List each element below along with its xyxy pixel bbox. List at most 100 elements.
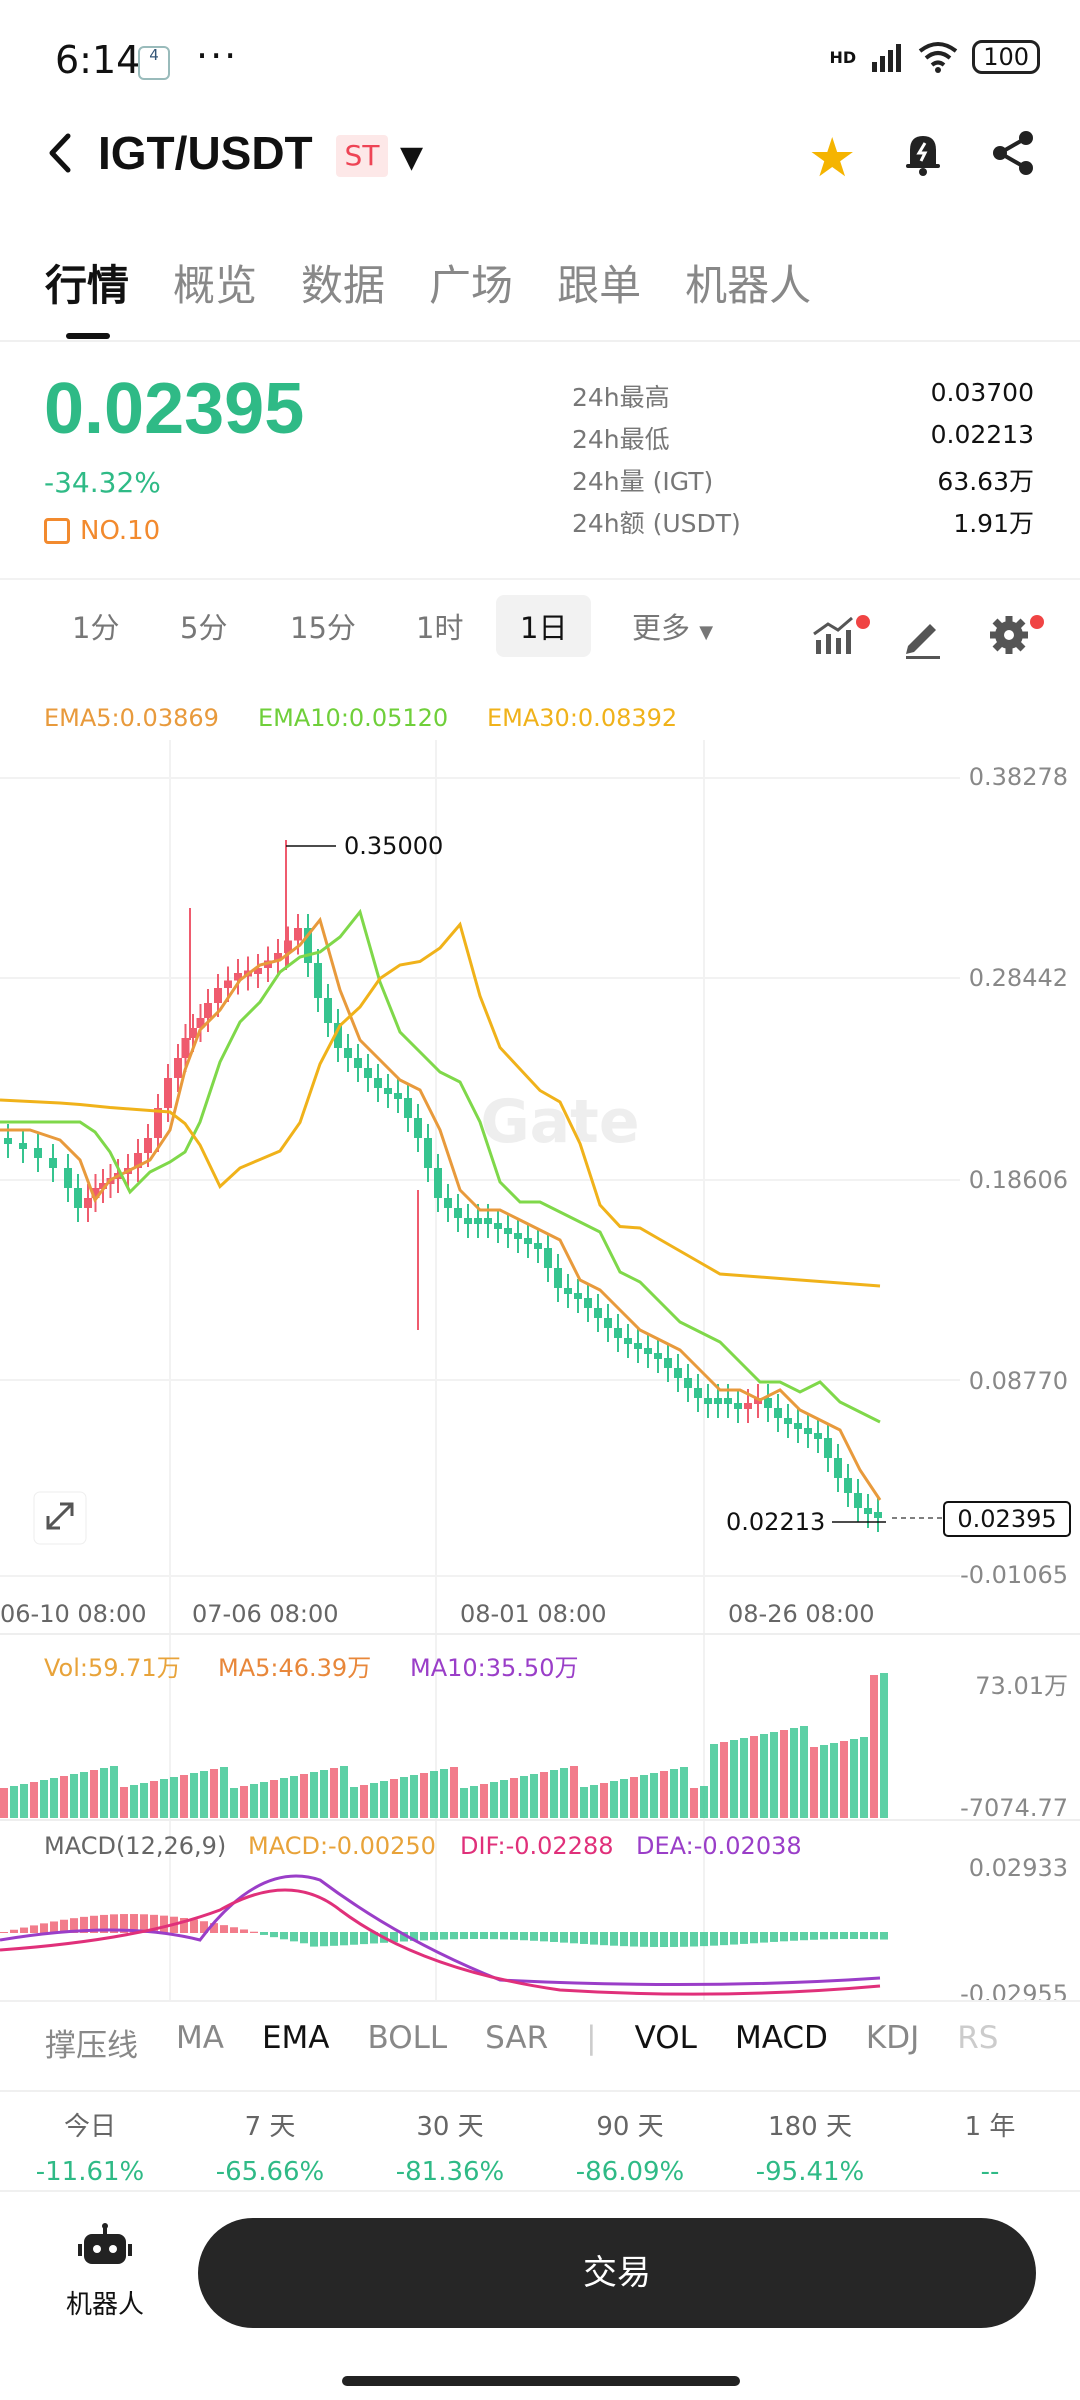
candle-body [189,1028,197,1038]
tab-data[interactable]: 数据 [301,261,386,310]
interval-5m[interactable]: 5分 [180,611,228,645]
bell-icon[interactable] [898,128,948,178]
candle-body [214,988,222,1003]
pair-title[interactable]: IGT/USDT [98,127,313,179]
ind-support[interactable]: 撑压线 [45,2028,138,2064]
robot-label: 机器人 [65,2290,144,2320]
macd-bar [490,1932,498,1940]
volume-bar [170,1777,178,1818]
ind-boll[interactable]: BOLL [367,2020,448,2056]
macd-bar [100,1914,108,1933]
macd-bar [80,1916,88,1933]
star-icon[interactable]: ★ [808,126,857,189]
volume-bar [720,1742,728,1818]
candle-body [354,1058,362,1068]
macd-bar [340,1932,348,1946]
volume-bar [240,1786,248,1818]
ind-macd[interactable]: MACD [734,2020,828,2056]
price-change: -34.32% [44,466,161,499]
home-indicator [342,2376,740,2386]
draw-icon[interactable] [898,610,948,660]
y-tick: 0.28442 [969,964,1068,992]
share-icon[interactable] [988,128,1038,178]
volume-bar [800,1726,808,1818]
macd-bar [70,1918,78,1933]
candle-body [644,1348,652,1354]
status-time: 6:14 [55,38,141,82]
interval-1m[interactable]: 1分 [72,611,120,645]
rank-badge: NO.10 [44,516,160,546]
volume-bar [130,1785,138,1818]
last-price-label: 0.02395 [957,1505,1056,1533]
candle-body [64,1168,72,1188]
ind-ma[interactable]: MA [176,2020,224,2056]
macd-bar [570,1932,578,1944]
ind-ema[interactable]: EMA [261,2020,330,2056]
macd-bar [540,1932,548,1942]
x-axis: 06-10 08:00 07-06 08:00 08-01 08:00 08-2… [0,1600,875,1628]
interval-1h[interactable]: 1时 [416,611,464,645]
candle-body [584,1298,592,1308]
period-7d: 7 天 -65.66% [180,2106,360,2187]
more-dots: ··· [196,34,239,78]
volume-bar [830,1743,838,1818]
macd-bar [30,1925,38,1933]
volume-bar [210,1769,218,1818]
macd-bar [220,1925,228,1933]
candle-body [164,1078,172,1108]
tab-market[interactable]: 行情 [45,261,130,310]
stat-value: 1.91万 [953,509,1034,538]
candle-body [694,1388,702,1398]
ind-rsi[interactable]: RS [957,2020,999,2056]
volume-bar [290,1776,298,1818]
macd-bar [810,1932,818,1940]
volume-bar [610,1781,618,1818]
volume-bar [590,1785,598,1818]
candlestick-chart[interactable]: Gate 0.38278 0.28442 0.18606 0.08770 -0.… [0,740,1080,2000]
interval-1d[interactable]: 1日 [496,595,592,657]
trade-button[interactable]: 交易 [198,2218,1036,2328]
macd-bar [120,1914,128,1933]
candle-body [134,1153,142,1168]
dea-line [0,1874,881,1987]
volume-bar [120,1787,128,1818]
candle-body [654,1353,662,1359]
gear-icon[interactable] [984,610,1034,660]
volume-bar [750,1736,758,1818]
y-tick: 0.18606 [969,1166,1068,1194]
candle-body [344,1048,352,1058]
back-icon[interactable] [40,128,80,178]
macd-bar [790,1932,798,1941]
tab-overview[interactable]: 概览 [173,261,258,310]
robot-button[interactable]: 机器人 [60,2222,150,2321]
tab-square[interactable]: 广场 [429,261,514,310]
volume-bar [140,1783,148,1818]
candle-body [154,1108,162,1138]
volume-bar [150,1781,158,1818]
volume-bar [320,1770,328,1818]
tab-copy-trade[interactable]: 跟单 [557,261,642,310]
macd-bar [260,1932,268,1935]
ind-sar[interactable]: SAR [485,2020,549,2056]
chevron-down-icon[interactable]: ▼ [400,140,424,175]
volume-bar [20,1784,28,1818]
ind-kdj[interactable]: KDJ [865,2020,920,2056]
candle-body [844,1478,852,1493]
interval-15m[interactable]: 15分 [290,611,356,645]
indicator-icon[interactable] [810,610,860,660]
volume-bar [470,1786,478,1818]
tab-bot[interactable]: 机器人 [685,261,812,310]
macd-bar [300,1932,308,1944]
macd-bar [240,1929,248,1933]
macd-bar [430,1932,438,1940]
divider [0,2090,1080,2092]
macd-bar [660,1932,668,1947]
volume-bar [100,1768,108,1818]
macd-bar [130,1914,138,1933]
vol-ma10-legend: MA10:35.50万 [410,1654,578,1682]
ind-vol[interactable]: VOL [634,2020,697,2056]
volume-bar [330,1768,338,1818]
interval-more[interactable]: 更多 ▼ [632,605,713,647]
volume-bar [710,1744,718,1818]
dif-legend: DIF:-0.02288 [460,1832,614,1860]
